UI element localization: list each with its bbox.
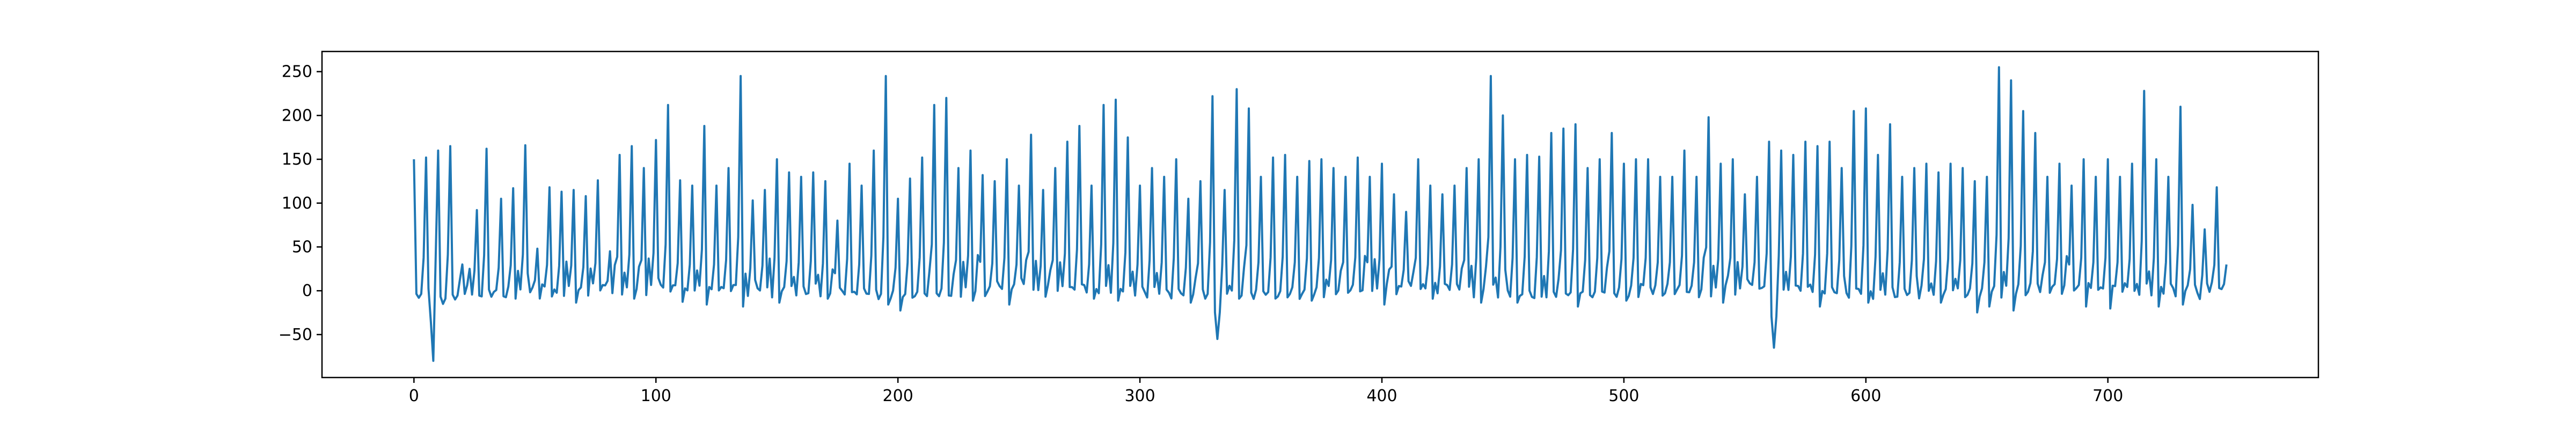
x-tick-label: 0 [409,387,419,405]
x-tick-label: 400 [1366,387,1397,405]
y-tick-label: 100 [282,194,312,213]
series-line [413,66,2228,362]
x-tick-label: 600 [1850,387,1881,405]
y-tick-label: 0 [302,282,312,300]
y-tick-label: 250 [282,63,312,82]
series-layer [413,66,2228,362]
x-tick-label: 300 [1124,387,1155,405]
x-tick-label: 700 [2092,387,2123,405]
x-tick-label: 200 [883,387,913,405]
y-tick-label: 200 [282,106,312,125]
plot-frame [321,50,2319,379]
y-tick-label: 50 [292,238,312,256]
y-tick-label: −50 [279,326,312,344]
x-axis: 0 100 200 300 400 500 600 700 [409,378,2123,405]
y-tick-label: 150 [282,150,312,169]
x-tick-label: 100 [641,387,671,405]
y-axis: −50 0 50 100 150 200 250 [279,63,322,344]
x-tick-label: 500 [1608,387,1639,405]
